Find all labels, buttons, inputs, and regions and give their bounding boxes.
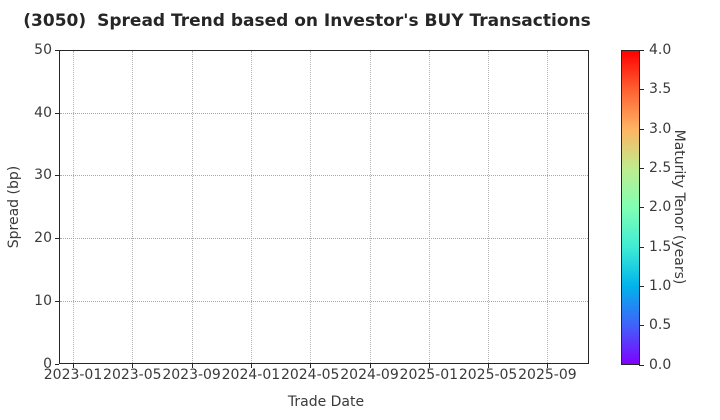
x-tick-mark (250, 364, 252, 368)
colorbar-tick-mark (639, 325, 644, 327)
x-gridline (369, 51, 371, 363)
x-tick-label: 2023-09 (162, 367, 221, 383)
x-gridline (191, 51, 193, 363)
y-tick-label: 10 (34, 292, 52, 309)
x-axis-label: Trade Date (287, 394, 365, 410)
colorbar-tick-mark (639, 285, 644, 287)
colorbar-tick-mark (639, 207, 644, 209)
colorbar-tick-mark (639, 246, 644, 248)
colorbar-tick-label: 1.5 (649, 238, 672, 255)
plot-area (59, 50, 589, 364)
x-tick-mark (132, 364, 134, 368)
x-tick-mark (73, 364, 74, 368)
x-tick-mark (547, 364, 549, 368)
x-tick-mark (191, 364, 193, 368)
colorbar (621, 50, 640, 365)
x-gridline (73, 51, 74, 363)
x-tick-label: 2025-05 (458, 367, 518, 383)
x-tick-label: 2024-05 (280, 367, 340, 383)
y-tick-mark (55, 175, 59, 177)
chart-title-text: Spread Trend based on Investor's BUY Tra… (97, 11, 591, 31)
colorbar-tick-label: 1.0 (649, 277, 672, 294)
y-gridline (60, 300, 588, 302)
colorbar-tick-mark (639, 167, 644, 169)
y-tick-mark (55, 300, 59, 302)
x-gridline (428, 51, 430, 363)
y-tick-mark (55, 363, 59, 365)
colorbar-label: Maturity Tenor (years) (671, 129, 687, 285)
x-tick-label: 2024-01 (221, 367, 281, 383)
x-tick-mark (310, 364, 312, 368)
colorbar-tick-label: 0.5 (649, 317, 672, 334)
colorbar-tick-mark (639, 128, 644, 130)
colorbar-tick-mark (639, 50, 644, 51)
colorbar-tick-mark (639, 364, 644, 366)
x-gridline (488, 51, 490, 363)
colorbar-tick-label: 3.5 (649, 81, 672, 98)
y-tick-label: 0 (43, 355, 52, 372)
x-tick-label: 2023-01 (43, 367, 103, 383)
y-tick-label: 20 (34, 230, 52, 247)
y-gridline (60, 238, 588, 240)
colorbar-tick-mark (639, 89, 644, 91)
x-tick-label: 2025-01 (399, 367, 459, 383)
x-gridline (310, 51, 312, 363)
y-gridline (60, 175, 588, 177)
chart-title-code: (3050) (23, 11, 87, 31)
colorbar-tick-label: 0.0 (649, 356, 672, 373)
y-tick-label: 50 (34, 42, 52, 58)
x-gridline (547, 51, 549, 363)
x-tick-label: 2025-09 (518, 367, 577, 383)
colorbar-tick-label: 3.0 (649, 120, 672, 137)
x-gridline (132, 51, 134, 363)
y-tick-label: 40 (34, 104, 52, 121)
x-tick-label: 2024-09 (340, 367, 399, 383)
y-gridline (60, 112, 588, 114)
y-tick-label: 30 (34, 167, 52, 184)
chart-title: (3050) Spread Trend based on Investor's … (23, 12, 590, 30)
x-tick-mark (488, 364, 490, 368)
x-tick-label: 2023-05 (103, 367, 162, 383)
y-tick-mark (55, 50, 59, 51)
y-tick-mark (55, 238, 59, 240)
colorbar-tick-label: 2.0 (649, 199, 672, 216)
colorbar-tick-label: 4.0 (649, 42, 672, 58)
colorbar-tick-label: 2.5 (649, 159, 672, 176)
x-gridline (250, 51, 252, 363)
x-tick-mark (428, 364, 430, 368)
y-tick-mark (55, 112, 59, 114)
x-tick-mark (369, 364, 371, 368)
